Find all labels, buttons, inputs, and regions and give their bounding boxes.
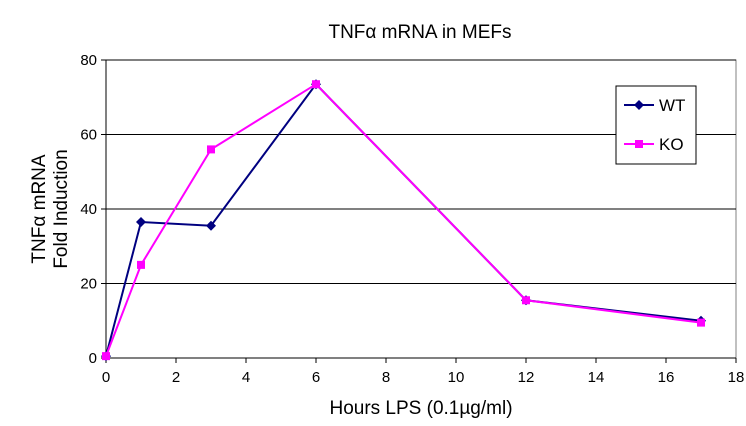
series-wt-point-1 [136,217,146,228]
legend-wt-marker [634,100,644,110]
chart-title: TNFα mRNA in MEFs [328,22,511,43]
legend-box [615,85,697,165]
y-axis-label-line-1: TNFα mRNA [29,154,50,263]
legend-ko-label: KO [659,135,684,154]
y-tick-label-80: 80 [80,52,97,69]
series-ko-point-4 [522,296,530,305]
series-layer [101,79,706,362]
x-tick-label-16: 16 [658,369,675,386]
y-tick-labels: 0 20 40 60 80 [80,52,97,367]
legend: WT KO [615,85,697,165]
series-ko-point-2 [207,145,215,154]
x-tick-label-0: 0 [102,369,110,386]
x-axis-label: Hours LPS (0.1µg/ml) [329,398,512,419]
y-tick-label-0: 0 [89,350,97,367]
x-tick-label-14: 14 [588,369,605,386]
series-wt-point-2 [206,220,216,231]
series-ko [102,80,705,361]
x-tick-label-18: 18 [728,369,745,386]
x-tick-label-2: 2 [172,369,180,386]
y-tick-label-60: 60 [80,127,97,144]
series-ko-point-5 [697,318,705,327]
x-tick-label-10: 10 [448,369,465,386]
x-tick-label-8: 8 [382,369,390,386]
series-ko-point-0 [102,352,110,361]
y-tick-label-40: 40 [80,201,97,218]
series-ko-line [105,82,702,357]
series-ko-point-3 [312,80,320,89]
gridlines [106,59,736,284]
x-tick-label-6: 6 [312,369,320,386]
y-axis-label: TNFα mRNA Fold Induction [29,149,72,268]
legend-ko-marker [635,140,643,148]
x-tick-labels: 0 2 4 6 8 10 12 14 16 18 [102,369,745,386]
x-tick-label-4: 4 [242,369,250,386]
x-tick-label-12: 12 [518,369,535,386]
series-ko-point-1 [137,260,145,269]
axes [101,59,737,363]
y-tick-label-20: 20 [80,276,97,293]
legend-wt-label: WT [659,96,685,115]
y-axis-label-line-2: Fold Induction [51,149,72,268]
